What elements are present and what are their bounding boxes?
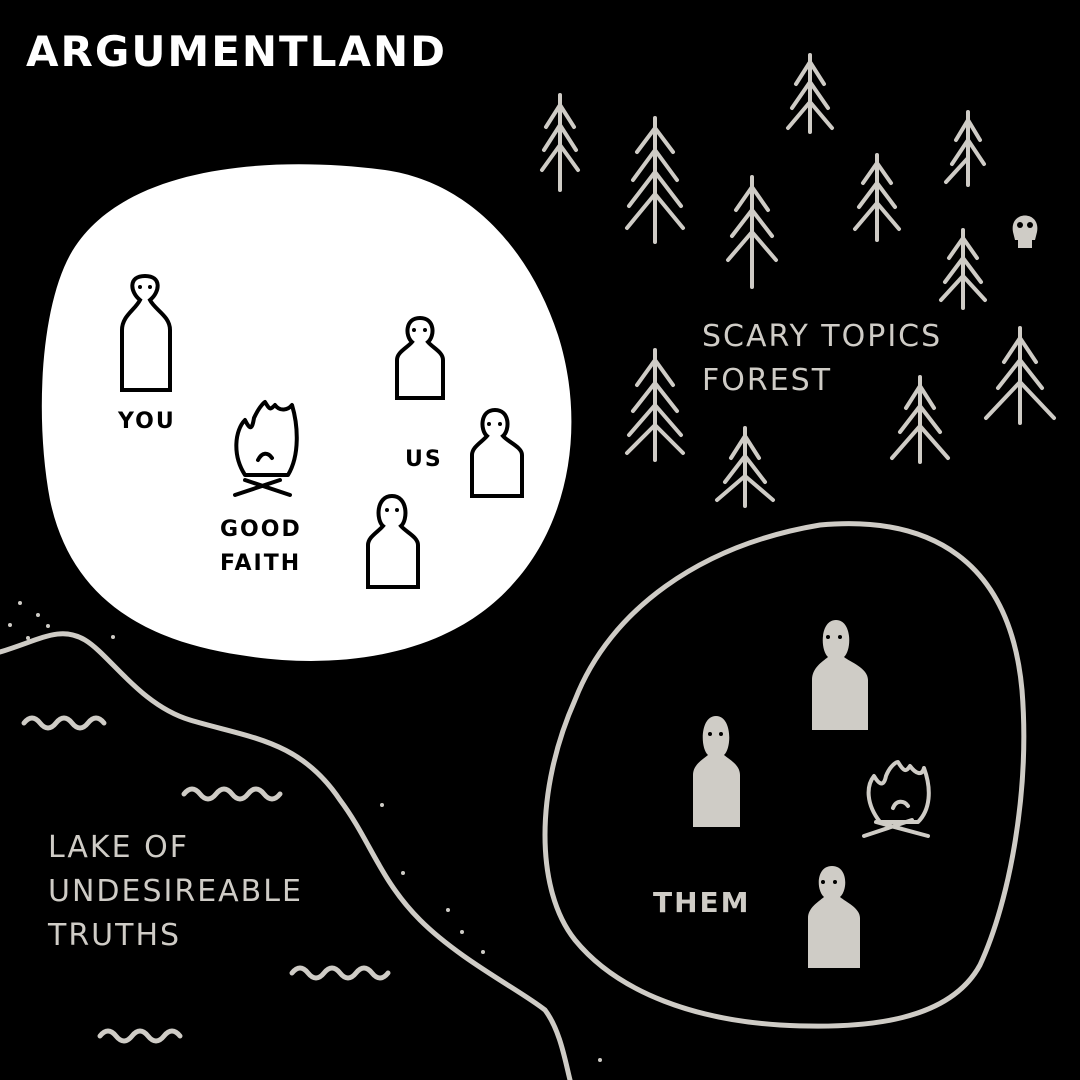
skull-icon: [1012, 215, 1038, 248]
person-icon: [120, 273, 172, 392]
map-title: ARGUMENTLAND: [26, 27, 447, 76]
lake-label-line2: UNDESIREABLE: [48, 874, 303, 909]
person-icon: [366, 493, 420, 589]
wave-icon: [21, 715, 391, 1044]
good-faith-label-line2: FAITH: [220, 551, 301, 576]
tree-icon: [625, 116, 685, 244]
good-faith-camp: [41, 164, 572, 661]
tree-icon: [984, 326, 1056, 425]
tree-icon: [625, 348, 685, 462]
tree-icon: [715, 426, 775, 508]
person-icon: [470, 407, 524, 498]
tree-icon: [890, 375, 950, 464]
lake-shoreline: [0, 631, 573, 1080]
campfire-icon: [862, 760, 931, 838]
tree-icon: [540, 93, 580, 192]
good-faith-label-line1: GOOD: [220, 517, 302, 542]
person-icon: [395, 315, 445, 400]
tree-icon: [786, 53, 834, 134]
lake-label-line3: TRUTHS: [47, 918, 181, 953]
tree-icon: [944, 110, 986, 187]
person-icon: [693, 620, 868, 968]
tree-icon: [726, 175, 778, 289]
us-label: US: [405, 447, 443, 472]
tree-icon: [853, 153, 901, 242]
person-eyes: [708, 635, 842, 884]
them-region: [542, 521, 1027, 1029]
you-label: YOU: [117, 409, 176, 434]
them-label: THEM: [653, 886, 751, 919]
lake-label-line1: LAKE OF: [48, 830, 189, 865]
lake-dots: [8, 601, 602, 1062]
campfire-icon: [233, 400, 299, 497]
forest-label-line1: SCARY TOPICS: [702, 319, 942, 354]
forest-label-line2: FOREST: [702, 363, 832, 398]
tree-icon: [939, 228, 987, 310]
